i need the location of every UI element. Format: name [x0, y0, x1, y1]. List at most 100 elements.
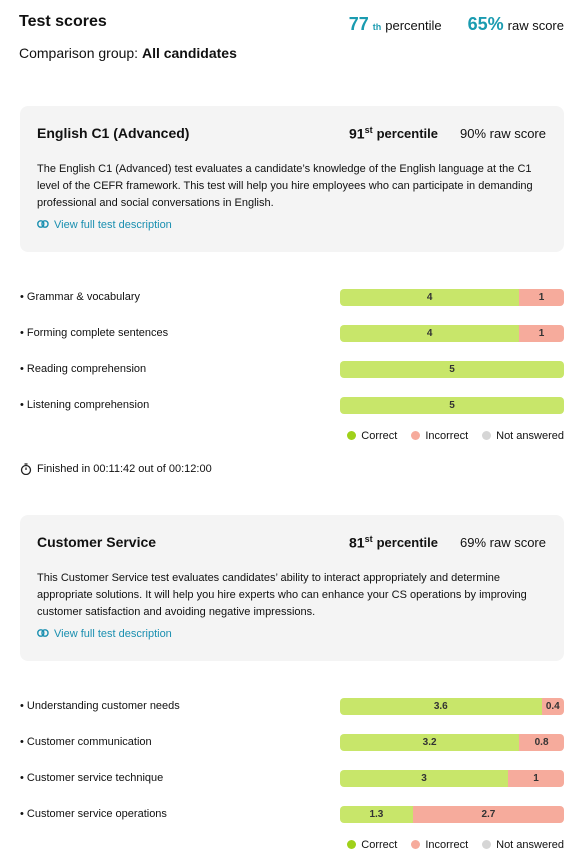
skill-label: • Listening comprehension [20, 399, 150, 411]
legend-item: Not answered [482, 430, 564, 442]
bar-label: 3 [421, 773, 427, 784]
comparison-group: Comparison group: All candidates [19, 45, 237, 61]
link-icon [37, 629, 49, 637]
bar-label: 1 [538, 328, 545, 339]
bar-correct: 1.3 [340, 806, 413, 823]
skill-name: Customer service operations [26, 808, 167, 820]
percentile-number: 77 [348, 14, 369, 34]
skill-label: • Reading comprehension [20, 363, 147, 375]
test-card: Customer Service 81st percentile 69% raw sc… [20, 515, 564, 661]
test-description: The English C1 (Advanced) test evaluates… [37, 163, 533, 209]
skill-name: Understanding customer needs [26, 700, 180, 712]
view-description-link[interactable]: View full test description [37, 628, 172, 640]
group-label: Comparison group: [19, 45, 139, 61]
legend-item: Incorrect [411, 430, 468, 442]
bar-label: 3.6 [433, 701, 448, 712]
percentile-label: percentile [376, 535, 439, 551]
bar-label: 3.2 [422, 737, 437, 748]
skill-label: • Customer service technique [20, 772, 164, 784]
skill-name: Grammar & vocabulary [26, 291, 141, 303]
bar-label: 1 [538, 292, 545, 303]
bar-correct: 5 [340, 361, 564, 378]
percentile-label: percentile [385, 18, 442, 33]
skill-name: Listening comprehension [26, 399, 150, 411]
skill-label: • Forming complete sentences [20, 327, 169, 339]
skill-bar: 5 [340, 361, 564, 378]
bar-incorrect: 1 [508, 770, 564, 787]
bar-correct: 3 [340, 770, 508, 787]
legend-label: Incorrect [425, 839, 469, 851]
legend-dot [347, 431, 357, 440]
test-score: 81st percentile 69% raw score [349, 534, 546, 550]
legend-label: Correct [361, 839, 398, 851]
bar-correct: 4 [340, 325, 520, 342]
legend: Correct Incorrect Not answered [347, 839, 564, 851]
raw-score-label: raw score [507, 18, 564, 33]
skill-row: • Customer service technique 3 1 [20, 770, 564, 788]
legend-label: Correct [361, 430, 398, 442]
skill-name: Customer service technique [26, 772, 164, 784]
bar-correct: 4 [340, 289, 520, 306]
bar-incorrect: 0.4 [541, 698, 564, 715]
skill-name: Reading comprehension [26, 363, 147, 375]
legend-label: Incorrect [425, 430, 469, 442]
percentile-suffix: th [372, 22, 382, 32]
skill-bar: 3.6 0.4 [340, 698, 564, 715]
test-card: English C1 (Advanced) 91st percentile 90% r… [20, 106, 564, 252]
bar-correct: 3.6 [340, 698, 542, 715]
link-text[interactable]: View full test description [54, 219, 172, 231]
test-description: This Customer Service test evaluates can… [37, 572, 527, 618]
bar-incorrect: 2.7 [412, 806, 564, 823]
bar-label: 5 [449, 400, 455, 411]
bar-incorrect: 0.8 [519, 734, 564, 751]
legend: Correct Incorrect Not answered [347, 430, 564, 442]
skill-name: Forming complete sentences [26, 327, 169, 339]
skill-label: • Customer communication [20, 736, 152, 748]
skill-label: • Customer service operations [20, 808, 167, 820]
percentile: 91st percentile [349, 125, 438, 141]
view-description-link[interactable]: View full test description [37, 219, 172, 231]
legend-dot [411, 840, 421, 849]
legend-item: Not answered [482, 839, 564, 851]
skill-label: • Understanding customer needs [20, 700, 180, 712]
percentile-suffix: st [364, 534, 373, 544]
bar-label: 4 [426, 328, 433, 339]
bar-label: 1 [533, 773, 539, 784]
legend-item: Correct [347, 839, 397, 851]
legend-item: Incorrect [411, 839, 468, 851]
raw-score: 90% raw score [460, 126, 546, 142]
skill-label: • Grammar & vocabulary [20, 291, 141, 303]
skill-row: • Grammar & vocabulary 4 1 [20, 289, 564, 307]
bar-incorrect: 1 [519, 325, 564, 342]
skill-row: • Listening comprehension 5 [20, 397, 564, 415]
percentile-suffix: st [364, 125, 373, 135]
skill-row: • Customer service operations 1.3 2.7 [20, 806, 564, 824]
percentile-number: 81 [349, 534, 365, 551]
skill-bar: 1.3 2.7 [340, 806, 564, 823]
link-text[interactable]: View full test description [54, 628, 172, 640]
bar-correct: 5 [340, 397, 564, 414]
skill-name: Customer communication [26, 736, 152, 748]
legend-dot [482, 431, 492, 440]
skill-row: • Reading comprehension 5 [20, 361, 564, 379]
bar-label: 2.7 [481, 809, 496, 820]
timer-icon [20, 463, 32, 475]
percentile-number: 91 [349, 125, 365, 142]
bar-correct: 3.2 [340, 734, 520, 751]
test-name: Customer Service [37, 534, 157, 550]
bar-label: 0.8 [534, 737, 549, 748]
skill-row: • Forming complete sentences 4 1 [20, 325, 564, 343]
finished-text: Finished in 00:11:42 out of 00:12:00 [37, 463, 212, 475]
legend-item: Correct [347, 430, 397, 442]
legend-dot [411, 431, 421, 440]
link-icon [37, 220, 49, 228]
legend-label: Not answered [496, 430, 564, 442]
group-value: All candidates [141, 45, 237, 61]
bar-incorrect: 1 [519, 289, 564, 306]
skill-row: • Understanding customer needs 3.6 0.4 [20, 698, 564, 716]
percentile-label: percentile [376, 126, 439, 142]
